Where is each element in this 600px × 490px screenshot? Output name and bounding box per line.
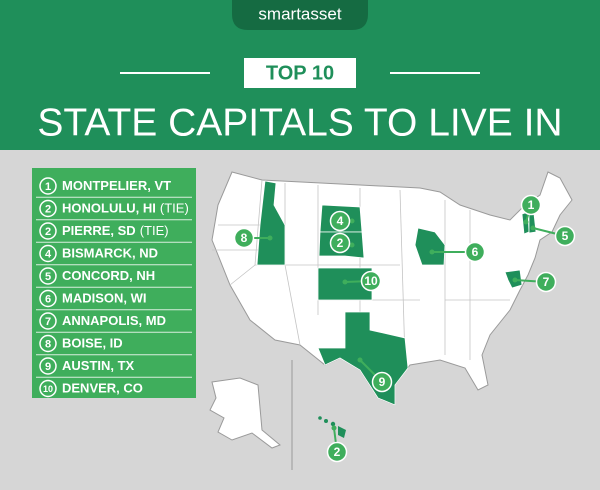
capital-name: HONOLULU, HI (TIE) xyxy=(62,201,189,216)
rank: 6 xyxy=(45,293,51,305)
leader-dot xyxy=(349,218,355,224)
leader-dot xyxy=(357,357,363,363)
idaho xyxy=(256,180,286,266)
name: PIERRE, SD xyxy=(62,223,136,238)
marker xyxy=(329,232,351,254)
tie-note: (TIE) xyxy=(160,201,189,216)
marker-rank: 4 xyxy=(337,214,344,228)
marker xyxy=(326,441,348,463)
marker xyxy=(520,194,542,216)
marker-rank: 6 xyxy=(472,245,479,259)
title: STATE CAPITALS TO LIVE IN xyxy=(37,101,562,144)
us-outline xyxy=(211,171,573,406)
leader-dot xyxy=(530,225,536,231)
leader-dot xyxy=(429,249,435,255)
rank-circle xyxy=(39,222,57,240)
rank: 7 xyxy=(45,316,51,328)
rank: 4 xyxy=(45,248,52,260)
name: AUSTIN, TX xyxy=(62,358,135,373)
brand: smartasset xyxy=(258,4,341,23)
capital-name: DENVER, CO xyxy=(62,381,143,396)
marker xyxy=(233,227,255,249)
marker xyxy=(554,225,576,247)
rank-circle xyxy=(39,177,57,195)
marker-rank: 7 xyxy=(543,275,550,289)
capital-name: MADISON, WI xyxy=(62,291,147,306)
marker xyxy=(360,270,382,292)
rank: 1 xyxy=(45,181,51,193)
rank: 2 xyxy=(45,226,51,238)
list-box xyxy=(32,168,196,398)
name: ANNAPOLIS, MD xyxy=(62,313,166,328)
list: 1 MONTPELIER, VT 2 HONOLULU, HI (TIE) 2 PIERRE… xyxy=(36,177,192,398)
leader-dot xyxy=(523,219,529,225)
alaska xyxy=(209,377,281,449)
marker-rank: 5 xyxy=(562,229,569,243)
marker-rank: 1 xyxy=(528,198,535,212)
leader-dot xyxy=(512,277,518,283)
leader-dot xyxy=(331,425,337,431)
capital-name: CONCORD, NH xyxy=(62,268,155,283)
marker xyxy=(329,210,351,232)
name: CONCORD, NH xyxy=(62,268,155,283)
map: 1 5 4 2 2 8 10 6 7 9 xyxy=(209,171,576,470)
rank-circle xyxy=(39,379,57,398)
leader-dot xyxy=(342,279,348,285)
rank: 8 xyxy=(45,338,51,350)
name: DENVER, CO xyxy=(62,381,143,396)
name: BOISE, ID xyxy=(62,336,123,351)
marker xyxy=(371,371,393,393)
rank-circle xyxy=(39,267,57,285)
leader-dot xyxy=(267,235,273,241)
wisconsin xyxy=(414,227,446,266)
rank: 5 xyxy=(45,271,51,283)
rank-circle xyxy=(39,334,57,353)
rank: 10 xyxy=(43,384,53,394)
name: MADISON, WI xyxy=(62,291,147,306)
markers: 1 5 4 2 2 8 10 6 7 9 xyxy=(233,194,576,463)
rank-circle xyxy=(39,244,57,263)
marker-rank: 2 xyxy=(337,236,344,250)
rank: 2 xyxy=(45,203,51,215)
badge-box xyxy=(244,58,356,88)
name: MONTPELIER, VT xyxy=(62,178,171,193)
capital-name: PIERRE, SD (TIE) xyxy=(62,223,169,238)
leader-dot xyxy=(349,242,355,248)
name: BISMARCK, ND xyxy=(62,246,158,261)
marker-rank: 2 xyxy=(334,445,341,459)
capital-name: BISMARCK, ND xyxy=(62,246,158,261)
rank-circle xyxy=(39,357,57,375)
marker xyxy=(535,271,557,293)
capital-name: ANNAPOLIS, MD xyxy=(62,313,166,328)
name: HONOLULU, HI xyxy=(62,201,156,216)
hawaii xyxy=(318,416,346,438)
rank: 9 xyxy=(45,361,51,373)
marker xyxy=(464,241,486,263)
tie-note: (TIE) xyxy=(140,223,169,238)
rank-circle xyxy=(39,312,57,330)
badge: TOP 10 xyxy=(266,62,334,84)
rank-circle xyxy=(39,289,57,308)
marker-rank: 8 xyxy=(241,231,248,245)
marker-rank: 9 xyxy=(379,375,386,389)
marker-rank: 10 xyxy=(364,274,378,288)
capital-name: BOISE, ID xyxy=(62,336,123,351)
state-borders xyxy=(212,179,510,361)
brand-pill xyxy=(232,0,368,30)
capital-name: MONTPELIER, VT xyxy=(62,178,171,193)
capital-name: AUSTIN, TX xyxy=(62,358,135,373)
rank-circle xyxy=(39,199,57,218)
